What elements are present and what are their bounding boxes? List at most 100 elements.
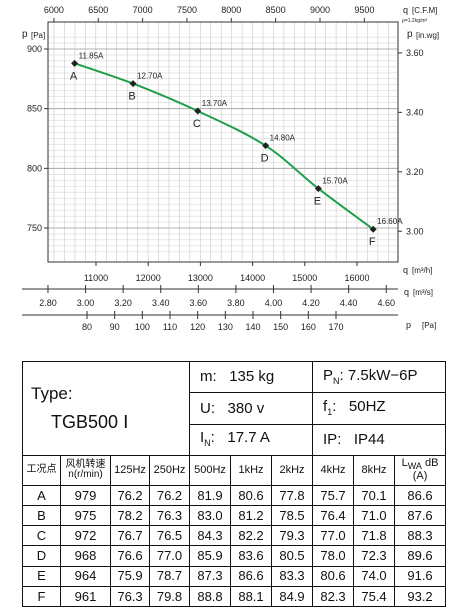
noise-value-cell: 71.8 (353, 525, 396, 547)
noise-value-cell: 85.9 (189, 545, 231, 567)
noise-value-cell: 81.9 (189, 484, 231, 507)
noise-value-cell: 84.9 (270, 585, 314, 608)
m3h-tick-label: 14000 (240, 273, 265, 283)
noise-row: A 979 76.2 76.2 81.9 80.6 77.8 75.7 70.1 86.6 (22, 484, 447, 507)
col-freq: 250Hz (149, 454, 190, 486)
col-freq: 500Hz (189, 454, 231, 486)
m3h-tick-label: 12000 (136, 273, 161, 283)
col-freq: 2kHz (270, 454, 314, 486)
m3h-tick-label: 16000 (344, 273, 369, 283)
pdf-axis-unit: [Pa] (422, 321, 436, 330)
col-freq: 1kHz (230, 454, 272, 486)
noise-value-cell: 86.6 (230, 565, 272, 587)
m3s-tick-label: 4.00 (265, 298, 283, 308)
noise-value-cell: 83.6 (230, 545, 272, 567)
specification-table: Type: TGB500 Ⅰ m: 135 kg PN: 7.5kW−6P U:… (22, 360, 447, 608)
noise-value-cell: 78.5 (270, 505, 314, 527)
noise-value-cell: 76.2 (149, 484, 190, 507)
operating-point-cell: F (22, 585, 61, 608)
noise-value-cell: 79.3 (270, 525, 314, 547)
operating-point-marker (262, 142, 270, 150)
operating-point-label: D (261, 153, 269, 165)
noise-value-cell: 88.8 (189, 585, 231, 608)
inwg-axis-label: p (407, 29, 413, 40)
operating-point-cell: B (22, 505, 61, 527)
noise-value-cell: 74.0 (353, 565, 396, 587)
noise-value-cell: 88.3 (394, 525, 447, 547)
noise-value-cell: 83.0 (189, 505, 231, 527)
noise-value-cell: 78.0 (312, 545, 355, 567)
pdf-tick-label: 100 (135, 322, 150, 332)
m3h-tick-label: 15000 (292, 273, 317, 283)
operating-point-current: 14.80A (270, 134, 296, 143)
noise-value-cell: 79.8 (149, 585, 190, 608)
noise-value-cell: 76.6 (110, 545, 150, 567)
noise-value-cell: 87.6 (394, 505, 447, 527)
noise-value-cell: 77.0 (312, 525, 355, 547)
pdf-tick-label: 90 (110, 322, 120, 332)
noise-header-row: 工况点 风机转速 n(r/min) 125Hz 250Hz 500Hz 1kHz… (22, 454, 447, 486)
speed-cell: 968 (60, 545, 111, 567)
mass-cell: m: 135 kg (188, 360, 314, 394)
mass-label: m: (200, 368, 217, 386)
speed-cell: 964 (60, 565, 111, 587)
operating-point-label: F (369, 236, 376, 248)
speed-cell: 975 (60, 505, 111, 527)
operating-point-cell: C (22, 525, 61, 547)
ip-value: IP44 (353, 430, 385, 448)
pa-axis-unit: [Pa] (31, 31, 45, 40)
pa-tick-label: 750 (27, 223, 42, 233)
operating-point-marker (314, 185, 322, 193)
noise-value-cell: 81.2 (230, 505, 272, 527)
operating-point-label: E (314, 196, 321, 208)
noise-value-cell: 75.7 (312, 484, 355, 507)
power-label: P (323, 366, 334, 384)
cfm-tick-label: 9000 (310, 5, 330, 15)
cfm-tick-label: 6000 (44, 5, 64, 15)
operating-point-current: 15.70A (322, 177, 348, 186)
noise-value-cell: 78.7 (149, 565, 190, 587)
ip-label: IP: (323, 430, 342, 448)
noise-row: C 972 76.7 76.5 84.3 82.2 79.3 77.0 71.8 88.3 (22, 525, 447, 547)
pdf-tick-label: 120 (190, 322, 205, 332)
noise-value-cell: 88.1 (230, 585, 272, 608)
col-fan-speed: 风机转速 n(r/min) (60, 454, 111, 486)
noise-value-cell: 75.9 (110, 565, 150, 587)
noise-value-cell: 75.4 (353, 585, 396, 608)
pa-tick-label: 800 (27, 163, 42, 173)
m3h-axis-unit: [m³/h] (412, 266, 432, 275)
m3s-tick-label: 4.60 (377, 298, 395, 308)
frequency-cell: f1: 50HZ (312, 392, 447, 425)
pdf-tick-label: 110 (163, 322, 177, 332)
pdf-tick-label: 140 (245, 322, 260, 332)
specification-table-container: Type: TGB500 Ⅰ m: 135 kg PN: 7.5kW−6P U:… (22, 360, 447, 608)
operating-point-cell: D (22, 545, 61, 567)
noise-value-cell: 80.5 (270, 545, 314, 567)
noise-row: D 968 76.6 77.0 85.9 83.6 80.5 78.0 72.3 89.6 (22, 545, 447, 567)
operating-point-cell: A (22, 484, 61, 507)
operating-point-marker (369, 225, 377, 233)
col-freq: 125Hz (110, 454, 150, 486)
noise-value-cell: 76.7 (110, 525, 150, 547)
pdf-tick-label: 130 (218, 322, 233, 332)
m3s-tick-label: 3.80 (227, 298, 245, 308)
m3s-axis-unit: [m³/s] (413, 288, 433, 297)
operating-point-marker (129, 80, 137, 88)
pdf-axis-label: p (406, 320, 411, 330)
m3h-axis-label: q (403, 265, 408, 275)
noise-value-cell: 76.3 (149, 505, 190, 527)
noise-value-cell: 72.3 (353, 545, 396, 567)
pa-tick-label: 850 (27, 104, 42, 114)
noise-value-cell: 76.3 (110, 585, 150, 608)
cfm-axis-label: q (403, 5, 408, 15)
voltage-label: U: (200, 399, 215, 417)
noise-value-cell: 76.5 (149, 525, 190, 547)
cfm-tick-label: 8000 (221, 5, 241, 15)
noise-value-cell: 82.3 (312, 585, 355, 608)
m3s-tick-label: 3.40 (152, 298, 170, 308)
voltage-value: 380 v (227, 399, 265, 417)
operating-point-current: 13.70A (202, 99, 228, 108)
voltage-cell: U: 380 v (188, 392, 314, 425)
col-freq: 8kHz (353, 454, 396, 486)
speed-cell: 979 (60, 484, 111, 507)
